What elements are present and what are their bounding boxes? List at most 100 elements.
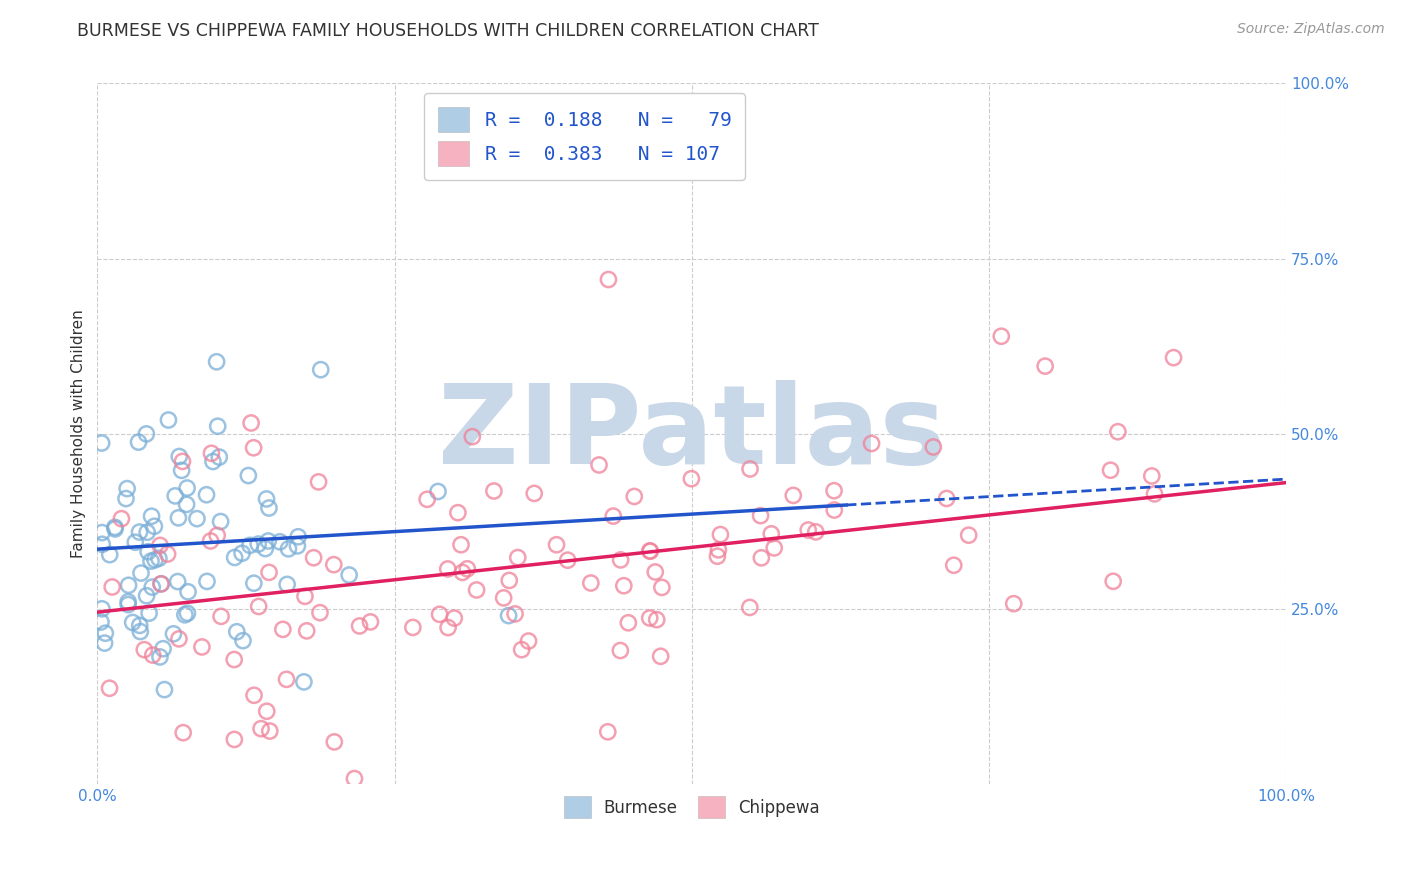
Point: [90, 436, 112, 450]
Point: [115, 482, 138, 496]
Point: [115, 491, 138, 506]
Point: [804, 524, 827, 539]
Point: [427, 484, 450, 499]
Point: [609, 553, 631, 567]
Point: [359, 615, 381, 629]
Point: [256, 704, 278, 718]
Point: [176, 497, 198, 511]
Point: [546, 538, 568, 552]
Point: [142, 648, 165, 662]
Point: [613, 579, 636, 593]
Point: [492, 591, 515, 605]
Point: [170, 463, 193, 477]
Point: [942, 558, 965, 573]
Point: [609, 643, 631, 657]
Point: [224, 652, 246, 666]
Point: [322, 558, 344, 572]
Point: [167, 632, 190, 646]
Point: [437, 621, 460, 635]
Point: [256, 491, 278, 506]
Point: [295, 624, 318, 638]
Point: [94, 626, 117, 640]
Point: [1107, 425, 1129, 439]
Point: [450, 538, 472, 552]
Point: [134, 642, 156, 657]
Point: [763, 541, 786, 555]
Point: [224, 732, 246, 747]
Point: [860, 436, 883, 450]
Point: [136, 525, 159, 540]
Point: [239, 538, 262, 552]
Point: [201, 454, 224, 468]
Point: [645, 613, 668, 627]
Point: [451, 566, 474, 580]
Point: [128, 435, 150, 450]
Point: [823, 483, 845, 498]
Point: [259, 724, 281, 739]
Point: [242, 441, 264, 455]
Point: [257, 566, 280, 580]
Point: [738, 462, 761, 476]
Point: [309, 606, 332, 620]
Point: [205, 355, 228, 369]
Point: [402, 620, 425, 634]
Point: [149, 649, 172, 664]
Point: [150, 577, 173, 591]
Point: [749, 508, 772, 523]
Point: [503, 607, 526, 621]
Text: BURMESE VS CHIPPEWA FAMILY HOUSEHOLDS WITH CHILDREN CORRELATION CHART: BURMESE VS CHIPPEWA FAMILY HOUSEHOLDS WI…: [77, 22, 820, 40]
Point: [117, 578, 139, 592]
Point: [257, 501, 280, 516]
Point: [706, 549, 728, 564]
Point: [1140, 469, 1163, 483]
Point: [90, 615, 112, 629]
Point: [153, 682, 176, 697]
Point: [436, 562, 458, 576]
Point: [152, 641, 174, 656]
Point: [602, 509, 624, 524]
Point: [149, 538, 172, 552]
Point: [638, 544, 661, 558]
Point: [797, 523, 820, 537]
Point: [709, 527, 731, 541]
Point: [447, 506, 470, 520]
Point: [287, 530, 309, 544]
Point: [207, 419, 229, 434]
Point: [429, 607, 451, 622]
Point: [1102, 574, 1125, 589]
Point: [98, 681, 121, 696]
Point: [922, 440, 945, 454]
Point: [148, 551, 170, 566]
Point: [91, 525, 114, 540]
Point: [416, 492, 439, 507]
Point: [498, 574, 520, 588]
Point: [135, 589, 157, 603]
Text: Source: ZipAtlas.com: Source: ZipAtlas.com: [1237, 22, 1385, 37]
Point: [167, 511, 190, 525]
Point: [761, 526, 783, 541]
Point: [557, 553, 579, 567]
Point: [517, 634, 540, 648]
Point: [309, 362, 332, 376]
Point: [598, 272, 620, 286]
Point: [443, 611, 465, 625]
Point: [243, 688, 266, 702]
Point: [176, 481, 198, 495]
Point: [139, 554, 162, 568]
Point: [617, 615, 640, 630]
Point: [482, 483, 505, 498]
Point: [200, 446, 222, 460]
Point: [243, 576, 266, 591]
Point: [287, 539, 309, 553]
Point: [465, 582, 488, 597]
Point: [640, 544, 662, 558]
Point: [623, 490, 645, 504]
Point: [129, 624, 152, 639]
Point: [935, 491, 957, 506]
Point: [176, 607, 198, 621]
Text: ZIPatlas: ZIPatlas: [437, 380, 945, 487]
Point: [172, 454, 194, 468]
Point: [751, 550, 773, 565]
Point: [117, 598, 139, 612]
Point: [91, 537, 114, 551]
